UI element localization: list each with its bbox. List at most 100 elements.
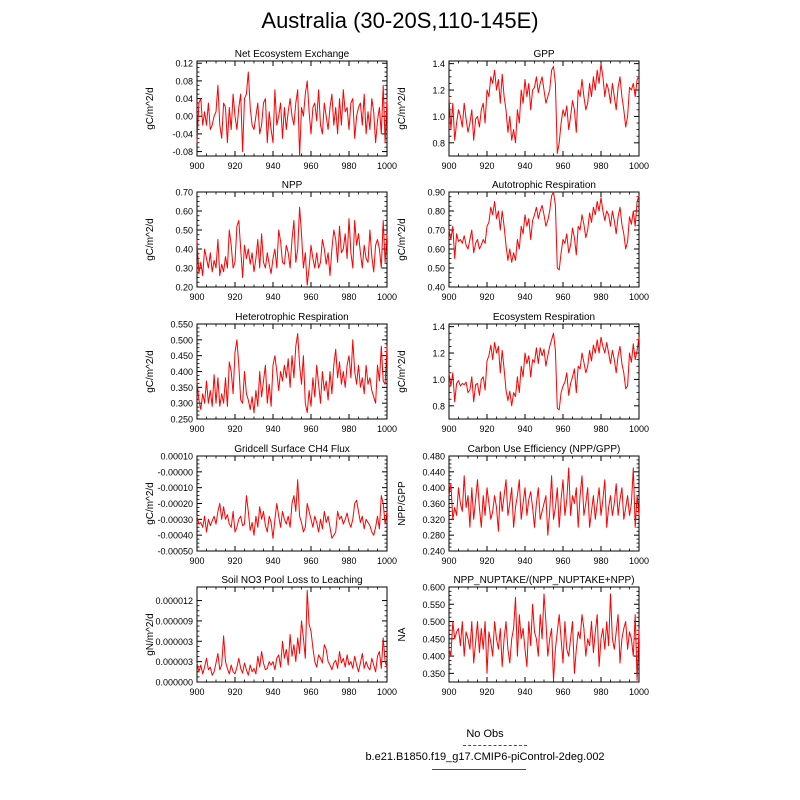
- y-tick-label: 0.480: [422, 452, 445, 462]
- x-tick-label: 920: [227, 292, 242, 302]
- y-tick-label: 0.20: [175, 283, 193, 293]
- x-tick-label: 940: [517, 424, 532, 434]
- y-tick-label: 0.70: [427, 226, 445, 236]
- x-tick-label: 960: [555, 292, 570, 302]
- series-line: [196, 589, 388, 676]
- y-tick-label: 0.450: [170, 351, 193, 361]
- panel-2: NPP gC/m^2/d 900 920 940 960 980 1000 0.20 0.30 0.…: [145, 180, 397, 302]
- x-tick-label: 900: [189, 424, 204, 434]
- x-tick-label: 1000: [629, 292, 649, 302]
- y-tick-label: 0.350: [422, 669, 445, 679]
- x-tick-label: 940: [265, 424, 280, 434]
- y-tick-label: 0.000009: [155, 616, 193, 626]
- x-tick-label: 1000: [377, 556, 397, 566]
- y-tick-label: 0.80: [427, 207, 445, 217]
- y-tick-label: 0.04: [175, 94, 193, 104]
- x-tick-label: 1000: [629, 687, 649, 697]
- y-tick-label: 0.550: [170, 320, 193, 330]
- y-tick-label: 0.000012: [155, 596, 193, 606]
- y-tick-label: -0.00010: [157, 483, 193, 493]
- x-tick-label: 1000: [629, 424, 649, 434]
- x-tick-label: 1000: [629, 556, 649, 566]
- y-tick-label: 0.500: [422, 617, 445, 627]
- x-tick-label: 980: [593, 424, 608, 434]
- y-tick-label: 0.40: [175, 245, 193, 255]
- y-tick-label: 0.08: [175, 76, 193, 86]
- panel-8: Soil NO3 Pool Loss to Leaching gN/m^2/d 90…: [145, 575, 397, 697]
- x-tick-label: 960: [303, 687, 318, 697]
- y-tick-label: 0.400: [170, 367, 193, 377]
- x-tick-label: 960: [555, 687, 570, 697]
- x-tick-label: 1000: [377, 292, 397, 302]
- y-tick-label: -0.00040: [157, 531, 193, 541]
- panel-9: NPP_NUPTAKE/(NPP_NUPTAKE+NPP) NA 900 920 940…: [397, 575, 649, 697]
- x-tick-label: 960: [555, 161, 570, 171]
- y-axis-label: gC/m^2/d: [397, 87, 408, 130]
- series-line: [448, 332, 640, 411]
- y-tick-label: 0.60: [427, 245, 445, 255]
- y-axis-label: gC/m^2/d: [397, 350, 408, 393]
- x-tick-label: 940: [517, 556, 532, 566]
- x-tick-label: 980: [593, 556, 608, 566]
- plot-frame: [196, 323, 388, 420]
- series-line: [448, 593, 640, 681]
- y-tick-label: 1.4: [432, 59, 445, 69]
- figure-title: Australia (30-20S,110-145E): [261, 8, 539, 33]
- x-tick-label: 900: [441, 292, 456, 302]
- y-axis-label: NA: [397, 627, 408, 641]
- y-tick-label: -0.00030: [157, 515, 193, 525]
- y-tick-label: -0.00020: [157, 499, 193, 509]
- y-axis-label: NPP/GPP: [397, 481, 408, 526]
- panel-title: Net Ecosystem Exchange: [235, 49, 350, 60]
- x-tick-label: 940: [265, 556, 280, 566]
- x-tick-label: 980: [341, 424, 356, 434]
- y-tick-label: 0.40: [427, 283, 445, 293]
- panel-3: Autotrophic Respiration gC/m^2/d 900 920 940…: [397, 180, 649, 302]
- y-tick-label: 0.450: [422, 634, 445, 644]
- x-tick-label: 900: [441, 556, 456, 566]
- x-tick-label: 920: [479, 161, 494, 171]
- y-tick-label: 0.440: [422, 467, 445, 477]
- x-tick-label: 900: [441, 687, 456, 697]
- y-axis-label: gN/m^2/d: [145, 613, 156, 656]
- y-tick-label: 0.360: [422, 499, 445, 509]
- y-tick-label: 0.00: [175, 112, 193, 122]
- y-tick-label: 0.8: [432, 138, 445, 148]
- panel-5: Ecosystem Respiration gC/m^2/d 900 920 940 96…: [397, 312, 649, 434]
- y-tick-label: 0.250: [170, 415, 193, 425]
- x-tick-label: 900: [189, 687, 204, 697]
- panel-6: Gridcell Surface CH4 Flux gC/m^2/d 900 920 9…: [145, 444, 397, 566]
- panel-title: Heterotrophic Respiration: [235, 312, 348, 323]
- legend-obs-line: [463, 745, 527, 746]
- panel-title: Soil NO3 Pool Loss to Leaching: [221, 575, 362, 586]
- legend-case-line: [432, 769, 526, 770]
- y-tick-label: 0.8: [432, 401, 445, 411]
- series-line: [196, 479, 388, 539]
- x-tick-label: 980: [593, 292, 608, 302]
- x-tick-label: 1000: [377, 687, 397, 697]
- x-tick-label: 960: [303, 424, 318, 434]
- x-tick-label: 940: [517, 687, 532, 697]
- x-tick-label: 1000: [629, 161, 649, 171]
- legend-case-label: b.e21.B1850.f19_g17.CMIP6-piControl-2deg…: [365, 751, 605, 763]
- y-tick-label: 0.30: [175, 264, 193, 274]
- panel-0: Net Ecosystem Exchange gC/m^2/d 900 920 940 9…: [145, 49, 397, 171]
- x-tick-label: 940: [265, 687, 280, 697]
- panel-title: NPP_NUPTAKE/(NPP_NUPTAKE+NPP): [453, 575, 634, 586]
- x-tick-label: 940: [265, 161, 280, 171]
- y-tick-label: 0.000003: [155, 637, 193, 647]
- legend-obs-label: No Obs: [466, 728, 504, 740]
- plot-frame: [448, 60, 640, 157]
- y-tick-label: 1.2: [432, 86, 445, 96]
- y-axis-label: gC/m^2/d: [145, 482, 156, 525]
- y-tick-label: 0.60: [175, 207, 193, 217]
- y-tick-label: 1.0: [432, 375, 445, 385]
- series-line: [448, 467, 640, 536]
- x-tick-label: 900: [189, 292, 204, 302]
- series-line: [448, 191, 640, 271]
- series-line: [448, 63, 640, 154]
- panel-title: Autotrophic Respiration: [492, 180, 596, 191]
- x-tick-label: 980: [593, 161, 608, 171]
- y-tick-label: -0.04: [172, 129, 193, 139]
